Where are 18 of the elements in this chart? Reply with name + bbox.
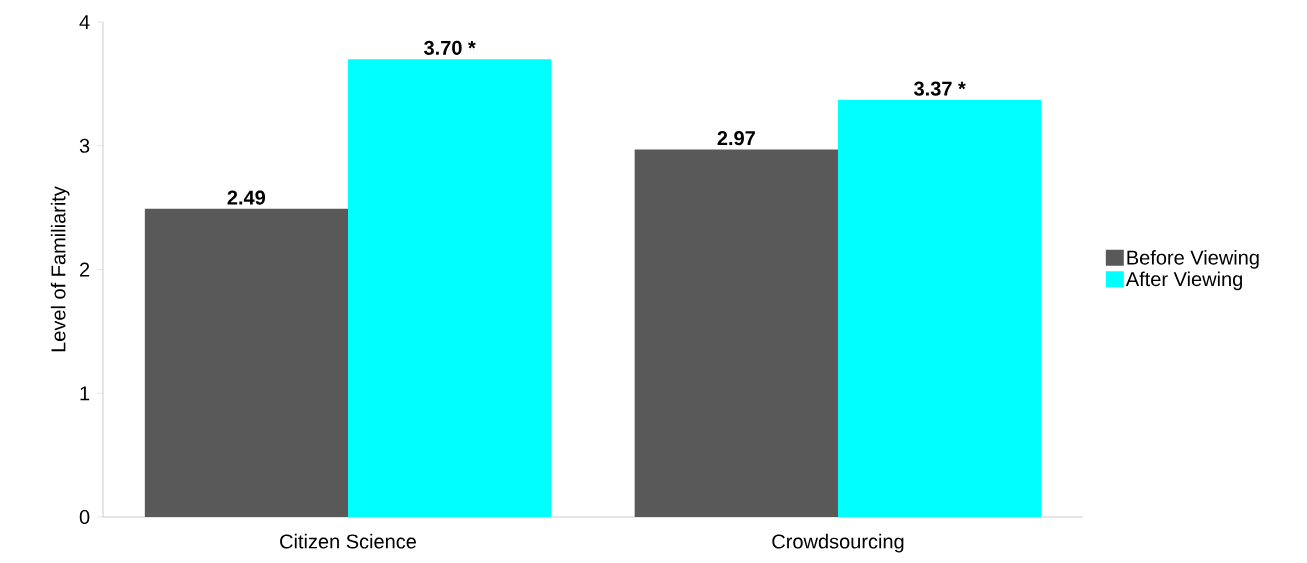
y-tick-label: 3: [79, 138, 90, 153]
data-label: 2.97: [717, 131, 755, 146]
y-tick-label: 4: [79, 15, 90, 29]
data-label: 2.49: [227, 190, 266, 205]
x-tick-label: Crowdsourcing: [772, 533, 904, 553]
data-label: 3.37 *: [914, 81, 966, 96]
data-label: 3.70 *: [424, 40, 476, 55]
bar: [348, 59, 552, 517]
bar: [634, 149, 839, 517]
y-tick-label: 1: [80, 386, 90, 401]
bar: [838, 99, 1042, 517]
bar: [144, 208, 348, 517]
y-tick-label: 2: [80, 262, 90, 277]
y-axis-title: Level of Familiarity: [50, 186, 70, 352]
legend-label: After Viewing: [1125, 271, 1242, 291]
x-tick-label: Citizen Science: [280, 533, 416, 549]
y-tick-label: 0: [79, 509, 90, 525]
legend-label: Before Viewing: [1127, 250, 1259, 269]
